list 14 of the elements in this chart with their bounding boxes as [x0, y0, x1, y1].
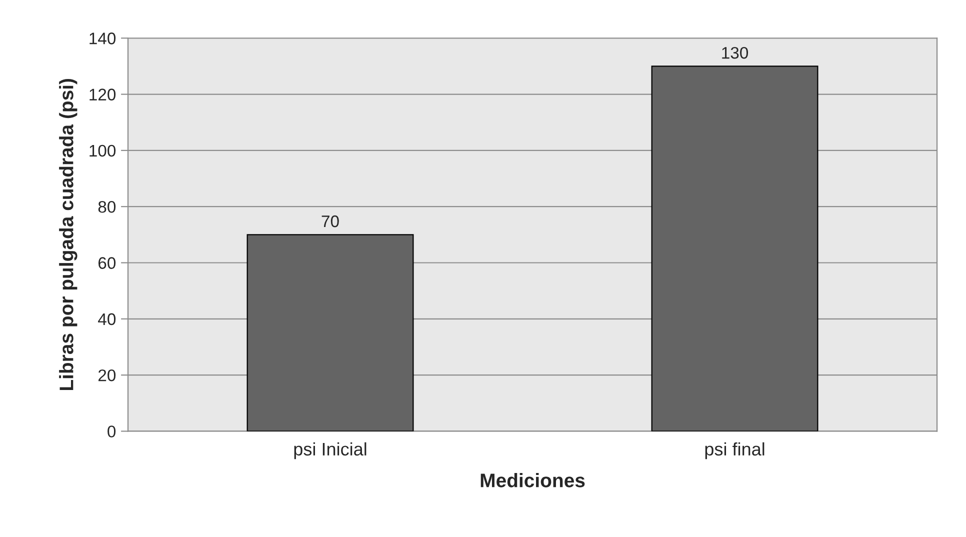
y-tick-label: 100: [90, 144, 116, 157]
y-tick-label: 140: [90, 32, 116, 44]
y-tick-label: 20: [98, 369, 116, 382]
x-tick-label: psi Inicial: [294, 442, 366, 460]
y-tick-label: 60: [98, 257, 116, 269]
y-axis-title: Libras por pulgada cuadrada (psi): [59, 78, 78, 390]
data-label: 70: [322, 215, 339, 228]
y-tick-label: 40: [98, 313, 116, 326]
data-label: 130: [722, 46, 748, 59]
x-tick-label: psi final: [705, 442, 764, 460]
y-tick-label: 0: [108, 426, 116, 438]
y-tick-label: 120: [90, 88, 116, 100]
y-tick-label: 80: [98, 200, 116, 213]
x-axis-title: Mediciones: [480, 473, 585, 488]
